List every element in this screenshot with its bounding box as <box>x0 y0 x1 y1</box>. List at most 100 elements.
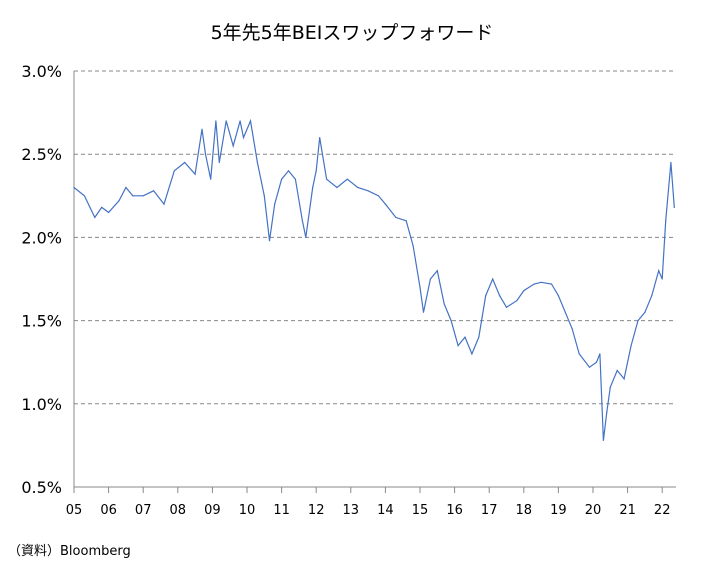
data-point <box>533 283 535 285</box>
data-point <box>94 216 96 219</box>
data-point <box>315 170 317 172</box>
data-point <box>142 195 144 197</box>
x-tick-label: 17 <box>481 503 498 518</box>
data-point <box>232 145 234 147</box>
data-point <box>557 295 560 297</box>
data-point <box>478 336 480 338</box>
data-point <box>588 366 591 368</box>
data-point <box>658 270 660 272</box>
data-point <box>412 245 414 247</box>
data-point <box>564 311 566 313</box>
data-point <box>287 170 290 172</box>
data-point <box>471 353 473 355</box>
data-point <box>516 300 518 302</box>
x-tick-label: 16 <box>446 503 463 518</box>
chart-title: 5年先5年BEIスワップフォワード <box>210 22 494 44</box>
data-point <box>505 306 508 308</box>
y-tick-label: 2.0% <box>21 228 62 247</box>
x-tick-label: 06 <box>100 503 117 518</box>
data-point <box>274 203 276 205</box>
x-tick-label: 20 <box>585 503 602 518</box>
data-point <box>301 220 303 222</box>
source-note: （資料）Bloomberg <box>8 544 131 559</box>
data-point <box>218 161 220 164</box>
data-point <box>239 120 241 122</box>
x-tick-label: 22 <box>654 503 671 518</box>
data-point <box>152 190 155 192</box>
data-point <box>606 411 608 413</box>
y-tick-label: 1.5% <box>21 312 62 331</box>
data-point <box>325 178 328 180</box>
y-tick-label: 0.5% <box>21 478 62 497</box>
data-point <box>673 206 675 209</box>
x-tick-label: 13 <box>343 503 360 518</box>
data-point <box>523 290 525 292</box>
data-point <box>661 278 663 280</box>
data-point <box>630 344 632 347</box>
y-tick-label: 1.0% <box>21 395 62 414</box>
data-point <box>464 336 466 338</box>
x-tick-label: 11 <box>273 503 290 518</box>
data-point <box>436 270 438 272</box>
data-point <box>623 378 625 380</box>
data-point <box>281 178 283 180</box>
data-point <box>108 211 110 214</box>
data-point <box>405 220 407 222</box>
data-point <box>305 236 307 238</box>
data-point <box>256 161 258 164</box>
y-tick-label: 2.5% <box>21 145 62 164</box>
data-point <box>422 311 425 313</box>
data-point <box>242 136 245 139</box>
data-point <box>599 353 601 355</box>
data-point <box>443 303 445 305</box>
data-point <box>357 186 359 189</box>
x-tick-label: 21 <box>619 503 636 518</box>
data-point <box>485 295 487 297</box>
data-point <box>377 195 380 197</box>
data-point <box>184 161 186 164</box>
data-point <box>210 178 212 180</box>
data-point <box>73 186 75 189</box>
data-point <box>125 186 127 189</box>
data-point <box>571 328 573 330</box>
data-point <box>249 120 252 122</box>
data-point <box>83 195 85 197</box>
data-point <box>665 220 667 222</box>
x-tick-label: 10 <box>239 503 256 518</box>
data-point <box>540 281 542 283</box>
data-point <box>670 161 672 164</box>
data-point <box>429 278 431 280</box>
data-point <box>294 178 297 180</box>
data-point <box>644 311 646 313</box>
data-point <box>419 286 421 288</box>
data-point <box>602 439 604 442</box>
data-point <box>450 320 452 322</box>
data-point <box>384 203 386 205</box>
data-point <box>498 295 501 297</box>
data-point <box>215 120 217 122</box>
data-point <box>173 170 175 172</box>
x-tick-label: 19 <box>550 503 567 518</box>
data-point <box>312 186 314 189</box>
data-point <box>194 173 196 175</box>
x-tick-label: 18 <box>516 503 533 518</box>
data-point <box>163 203 165 205</box>
data-point <box>651 295 653 297</box>
x-tick-label: 05 <box>66 503 83 518</box>
data-point <box>319 136 321 139</box>
data-point <box>457 344 459 347</box>
data-point <box>616 369 618 372</box>
x-tick-label: 14 <box>377 503 394 518</box>
data-point <box>367 190 369 192</box>
data-point <box>595 361 598 363</box>
data-point <box>336 186 338 189</box>
data-point <box>225 120 227 122</box>
x-tick-label: 12 <box>308 503 325 518</box>
data-point <box>550 283 553 285</box>
data-point <box>101 206 103 209</box>
data-point <box>492 278 494 280</box>
y-tick-label: 3.0% <box>21 62 62 81</box>
data-point <box>263 195 265 197</box>
data-point <box>118 200 120 202</box>
